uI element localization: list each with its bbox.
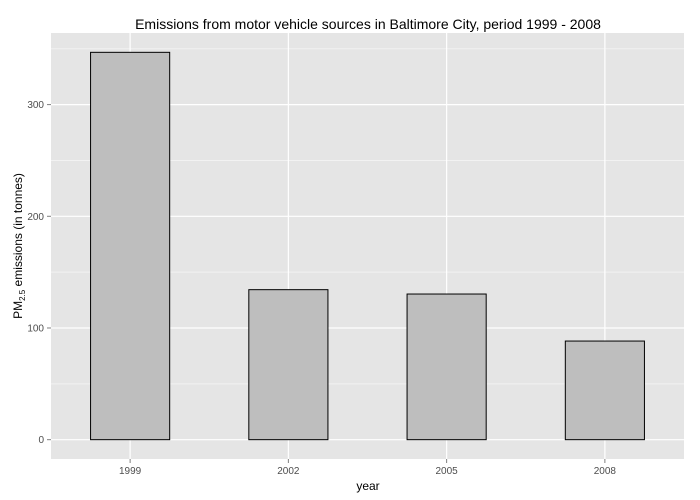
y-axis-title-subscript: 2.5 bbox=[18, 289, 27, 301]
bars bbox=[90, 51, 645, 441]
y-axis-title-prefix: PM bbox=[11, 301, 25, 319]
bar-2002 bbox=[248, 289, 329, 441]
x-axis-title: year bbox=[356, 479, 379, 493]
x-tick-label: 2008 bbox=[594, 466, 617, 477]
x-tick-label: 2005 bbox=[436, 466, 459, 477]
y-tick-label: 200 bbox=[27, 212, 44, 223]
y-axis-title: PM2.5 emissions (in tonnes) bbox=[11, 173, 27, 319]
bar-1999 bbox=[90, 51, 171, 441]
y-tick-label: 0 bbox=[38, 435, 44, 446]
x-axis-ticks: 1999 2002 2005 2008 bbox=[119, 459, 616, 477]
x-tick-label: 1999 bbox=[119, 466, 142, 477]
bar-2008 bbox=[564, 340, 645, 441]
y-axis-title-suffix: emissions (in tonnes) bbox=[11, 173, 25, 290]
chart-title: Emissions from motor vehicle sources in … bbox=[135, 16, 601, 32]
y-axis-ticks: 0 100 200 300 bbox=[27, 100, 51, 446]
bar-2005 bbox=[406, 293, 487, 441]
x-tick-label: 2002 bbox=[277, 466, 300, 477]
y-tick-label: 100 bbox=[27, 323, 44, 334]
y-tick-label: 300 bbox=[27, 100, 44, 111]
